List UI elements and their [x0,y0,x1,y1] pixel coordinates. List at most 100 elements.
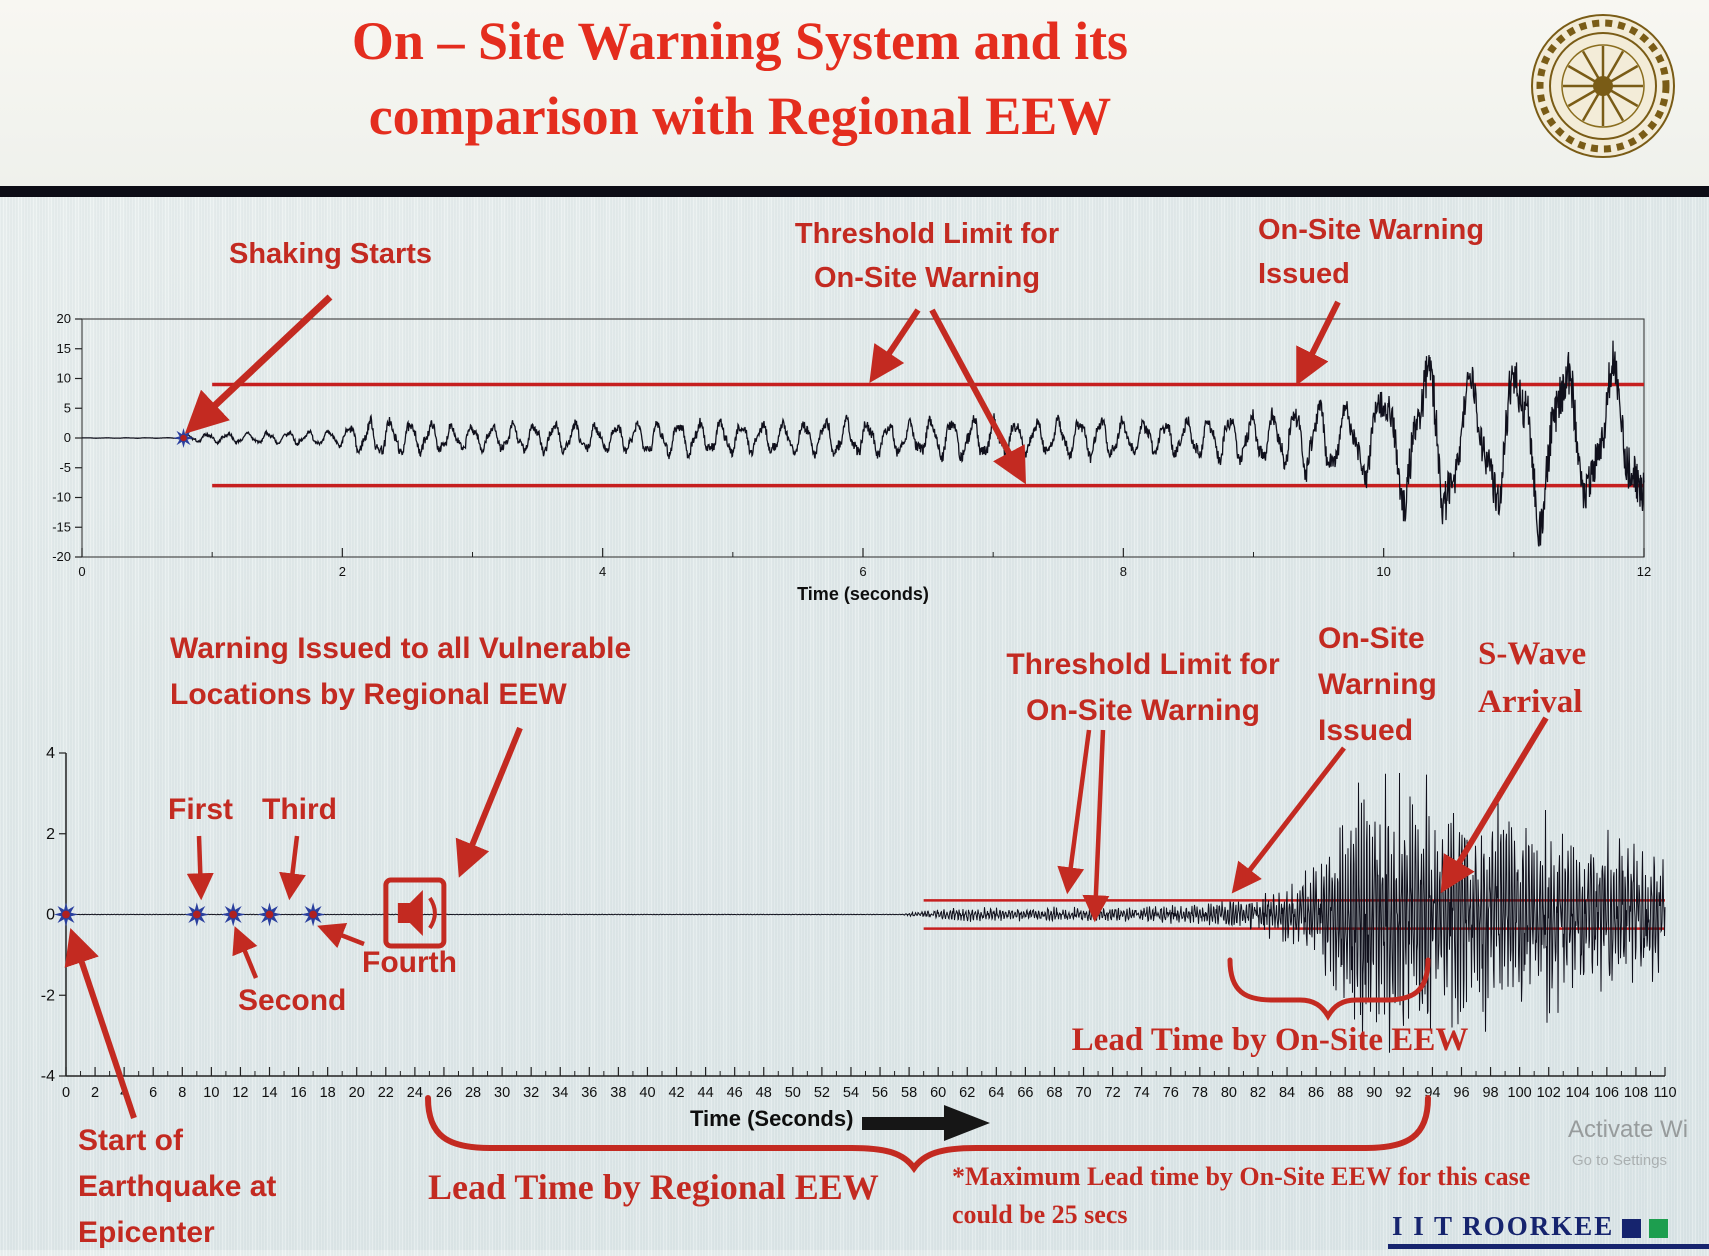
onsite-issued2-line1: On-Site [1318,622,1425,655]
x-tick-label: 70 [1075,1085,1091,1101]
regional-eew-warning-icon [383,877,447,949]
threshold2-upper-arrow [1057,729,1092,895]
x-tick-label: 42 [668,1085,684,1101]
x-tick-label: 76 [1163,1085,1179,1101]
y-tick-label: 20 [57,311,71,326]
x-tick-label: 46 [727,1085,743,1101]
chart2: 0246810121416182022242628303234363840424… [41,745,1677,1101]
epicenter-arrow [64,928,137,1119]
lead-time-onsite-brace [1227,957,1431,1021]
x-tick-label: 74 [1134,1085,1150,1101]
x-tick-label: 32 [523,1085,539,1101]
swave-arrival-label: S-Wave Arrival [1478,630,1586,726]
title-line-1: On – Site Warning System and its [351,11,1129,71]
x-tick-label: 52 [814,1085,830,1101]
x-tick-label: 58 [901,1085,917,1101]
x-tick-label: 62 [959,1085,975,1101]
threshold2-label: Threshold Limit for On-Site Warning [988,642,1298,734]
y-tick-label: -20 [52,549,71,564]
x-tick-label: 6 [859,564,866,579]
x-tick-label: 72 [1105,1085,1121,1101]
x-tick-label: 84 [1279,1085,1295,1101]
x-tick-label: 50 [785,1085,801,1101]
x-tick-label: 88 [1337,1085,1353,1101]
brand-footer: I I T ROORKEE [1392,1211,1669,1242]
y-tick-label: 15 [57,341,71,356]
swave-arrival-arrow [1440,716,1549,894]
onsite-issued1-line2: Issued [1258,258,1350,290]
threshold1-line2: On-Site Warning [813,262,1041,294]
x-tick-label: 68 [1046,1085,1062,1101]
y-tick-label: -15 [52,519,71,534]
y-tick-label: -4 [41,1068,55,1085]
y-tick-label: 5 [64,400,71,415]
threshold2-line1: Threshold Limit for [1006,648,1280,681]
epicenter-line2: Earthquake at [78,1170,277,1203]
x-tick-label: 20 [349,1085,365,1101]
x-tick-label: 110 [1653,1085,1676,1101]
onsite-issued2-label: On-Site Warning Issued [1318,616,1437,754]
x-tick-label: 102 [1537,1085,1561,1101]
x-tick-label: 108 [1624,1085,1648,1101]
y-tick-label: 0 [64,430,71,445]
x-tick-label: 12 [232,1085,248,1101]
x-tick-label: 2 [91,1085,99,1101]
x-tick-label: 64 [988,1085,1004,1101]
third-arrow [279,835,306,901]
threshold1-lower-arrow [929,308,1026,485]
fourth-arrow [317,922,365,949]
onsite-issued2-arrow [1231,746,1346,894]
x-tick-label: 48 [756,1085,772,1101]
page-title: On – Site Warning System and its compari… [0,4,1480,153]
x-tick-label: 30 [494,1085,510,1101]
x-tick-label: 66 [1017,1085,1033,1101]
footnote-label: *Maximum Lead time by On-Site EEW for th… [952,1158,1530,1234]
title-line-2: comparison with Regional EEW [368,85,1112,146]
brand-green-square-icon [1649,1219,1669,1239]
chart2-waveform [65,772,1666,1053]
chart2-xaxis-label: Time (Seconds) [690,1106,854,1131]
x-tick-label: 56 [872,1085,888,1101]
header: On – Site Warning System and its compari… [0,0,1709,186]
footnote-line1: *Maximum Lead time by On-Site EEW for th… [952,1162,1531,1191]
threshold1-line1: Threshold Limit for [794,218,1060,250]
x-tick-label: 104 [1566,1085,1590,1101]
onsite-issued1-arrow [1296,300,1341,386]
epicenter-line1: Start of [78,1124,183,1157]
x-tick-label: 2 [339,564,346,579]
onsite-issued2-line2: Warning [1318,668,1437,701]
chart1-waveform [81,340,1645,547]
regional-warning-line2: Locations by Regional EEW [170,678,567,711]
iit-roorkee-logo [1527,10,1679,162]
lead-time-regional-brace [425,1095,1431,1174]
swave-line1: S-Wave [1478,636,1587,672]
second-label: Second [238,984,347,1017]
third-label: Third [262,793,337,826]
header-divider [0,186,1709,197]
threshold2-lower-arrow [1082,729,1110,923]
x-tick-label: 98 [1482,1085,1498,1101]
x-tick-label: 18 [320,1085,336,1101]
x-tick-label: 4 [599,564,606,579]
x-tick-label: 44 [698,1085,714,1101]
threshold1-label: Threshold Limit for On-Site Warning [742,212,1112,300]
x-tick-label: 90 [1366,1085,1382,1101]
x-tick-label: 96 [1453,1085,1469,1101]
second-arrow [232,926,259,979]
threshold2-line2: On-Site Warning [1026,694,1260,727]
x-tick-label: 78 [1192,1085,1208,1101]
x-tick-label: 8 [1120,564,1127,579]
x-tick-label: 14 [261,1085,277,1101]
x-tick-label: 34 [552,1085,568,1101]
x-tick-label: 38 [610,1085,626,1101]
x-tick-label: 82 [1250,1085,1266,1101]
y-tick-label: -2 [41,987,55,1004]
x-tick-label: 100 [1508,1085,1532,1101]
y-tick-label: 2 [46,826,55,843]
x-tick-label: 6 [149,1085,157,1101]
x-tick-label: 0 [78,564,85,579]
activate-windows-watermark: Activate Wi [1568,1116,1689,1143]
x-tick-label: 80 [1221,1085,1237,1101]
